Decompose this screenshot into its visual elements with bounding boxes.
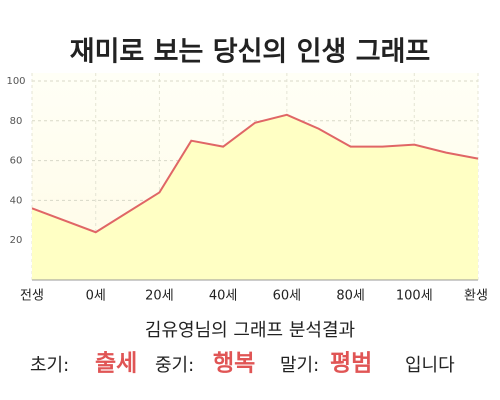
x-tick-label: 60세 [273, 289, 302, 304]
line [31, 113, 479, 234]
result-value: 평범 [330, 351, 372, 377]
result-value: 출세 [95, 351, 137, 377]
x-tick-label: 40세 [209, 289, 238, 304]
result-value: 행복 [213, 351, 255, 377]
x-tick-label: 0세 [86, 289, 106, 304]
result-label: 초기: [30, 355, 69, 376]
result-label: 말기: [280, 355, 319, 376]
x-tick-label: 80세 [336, 289, 365, 304]
chart-title: 재미로 보는 당신의 인생 그래프 [70, 37, 431, 68]
x-tick-label: 환생 [464, 289, 488, 304]
y-tick-label: 60 [10, 156, 23, 167]
y-tick-label: 40 [10, 195, 23, 206]
y-tick-label: 80 [10, 116, 23, 127]
result-suffix: 입니다 [405, 355, 455, 376]
y-tick-label: 100 [6, 76, 25, 87]
x-tick-label: 20세 [145, 289, 174, 304]
x-tick-label: 전생 [20, 289, 44, 304]
y-tick-label: 20 [10, 235, 23, 246]
result-heading: 김유영님의 그래프 분석결과 [145, 320, 355, 341]
area [32, 114, 478, 280]
x-tick-label: 100세 [396, 289, 433, 304]
result-label: 중기: [155, 355, 194, 376]
